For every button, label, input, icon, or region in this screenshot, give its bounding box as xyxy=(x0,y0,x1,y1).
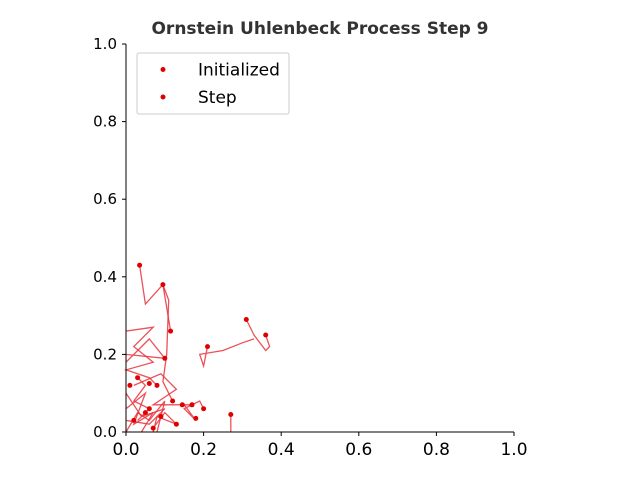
legend-marker-initialized xyxy=(160,67,166,72)
y-tick-label: 1.0 xyxy=(93,35,117,53)
trajectory-line-4 xyxy=(123,326,158,386)
legend: Initialized Step xyxy=(136,52,290,115)
data-point-3 xyxy=(243,317,249,322)
y-tick-label: 0.2 xyxy=(93,345,117,363)
data-point-11 xyxy=(189,402,195,408)
x-tick-label: 0.0 xyxy=(112,440,139,460)
trajectory-line-10 xyxy=(183,400,205,421)
legend-box xyxy=(136,52,290,115)
y-tick-label: 0.8 xyxy=(93,113,117,131)
data-point-4 xyxy=(263,332,269,338)
legend-label-step: Step xyxy=(198,88,237,108)
x-tick-label: 0.6 xyxy=(345,440,372,460)
legend-marker-step xyxy=(160,94,166,100)
data-point-0 xyxy=(137,262,143,268)
trajectory-line-2 xyxy=(245,319,271,352)
data-point-19 xyxy=(131,417,137,423)
data-point-5 xyxy=(205,344,210,350)
trajectory-line-11 xyxy=(125,337,167,363)
trajectory-line-3 xyxy=(198,338,255,369)
data-point-16 xyxy=(173,421,179,427)
trajectory-line-1 xyxy=(162,284,174,402)
chart-title: Ornstein Uhlenbeck Process Step 9 xyxy=(151,19,488,39)
data-point-21 xyxy=(146,406,152,412)
trajectory-line-8 xyxy=(152,411,177,433)
trajectory-line-5 xyxy=(125,391,154,433)
data-point-6 xyxy=(162,355,168,361)
trajectory-line-6 xyxy=(133,373,192,406)
data-point-17 xyxy=(158,414,164,419)
series-layer xyxy=(123,265,271,433)
data-point-13 xyxy=(201,406,207,412)
data-point-12 xyxy=(179,402,185,408)
data-point-9 xyxy=(154,382,160,388)
y-tick-label: 0.6 xyxy=(93,190,117,208)
data-point-7 xyxy=(135,375,141,381)
marker-layer xyxy=(127,262,269,431)
y-ticks: 0.0 0.2 0.4 0.6 0.8 1.0 xyxy=(93,35,126,441)
x-tick-label: 0.2 xyxy=(190,440,217,460)
data-point-18 xyxy=(142,410,148,416)
data-point-15 xyxy=(193,415,199,421)
data-point-22 xyxy=(150,425,156,431)
data-point-20 xyxy=(127,382,133,388)
data-point-2 xyxy=(168,328,174,334)
x-tick-label: 0.4 xyxy=(268,440,295,460)
trajectory-line-7 xyxy=(125,392,166,425)
trajectory-line-0 xyxy=(138,265,172,332)
data-point-8 xyxy=(146,381,152,386)
data-point-10 xyxy=(170,398,176,404)
x-tick-label: 1.0 xyxy=(500,440,527,460)
x-ticks: 0.0 0.2 0.4 0.6 0.8 1.0 xyxy=(112,432,528,460)
y-tick-label: 0.4 xyxy=(93,268,117,286)
data-point-14 xyxy=(228,412,234,417)
y-tick-label: 0.0 xyxy=(93,423,117,441)
data-point-1 xyxy=(160,282,166,288)
x-tick-label: 0.8 xyxy=(423,440,450,460)
legend-label-initialized: Initialized xyxy=(198,61,280,81)
